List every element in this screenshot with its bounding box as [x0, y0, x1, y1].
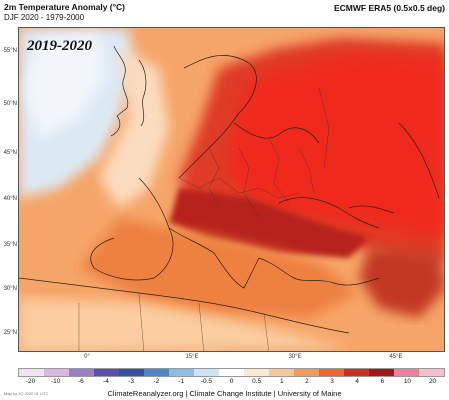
lon-label-15e: 15°E — [185, 354, 199, 360]
small-print: Map by JQ 2020 01 UTC — [4, 391, 49, 396]
legend-swatch — [294, 369, 319, 376]
map-subtitle: DJF 2020 - 1979-2000 — [4, 13, 85, 22]
legend-tick-label: -10 — [50, 378, 61, 385]
lon-label-45e: 45°E — [389, 354, 403, 360]
legend-tick-label: 20 — [428, 378, 437, 385]
lat-label-30: 30°N — [3, 286, 17, 292]
legend-tick-label: 6 — [380, 378, 385, 385]
lat-label-50: 50°N — [3, 101, 17, 107]
lat-label-40: 40°N — [3, 196, 17, 202]
season-label: 2019-2020 — [27, 38, 92, 54]
legend-swatch — [219, 369, 244, 376]
legend-tick-label: -3 — [128, 378, 134, 385]
legend-swatch — [19, 369, 44, 376]
lon-label-30e: 30°E — [288, 354, 302, 360]
lat-label-35: 35°N — [3, 242, 17, 248]
lat-label-25: 25°N — [3, 330, 17, 336]
middle-east-anomaly — [359, 248, 444, 318]
lon-label-0: 0° — [84, 354, 90, 360]
lat-label-55: 55°N — [3, 48, 17, 54]
map-graphic — [19, 28, 444, 351]
legend-swatch — [94, 369, 119, 376]
legend-tick-label: -0.5 — [200, 378, 213, 385]
map-title: 2m Temperature Anomaly (°C) — [4, 2, 126, 12]
dark-warm-band — [169, 188, 369, 258]
legend-tick-label: 3 — [330, 378, 334, 385]
legend-swatch — [319, 369, 344, 376]
legend-swatch — [419, 369, 444, 376]
country-borders — [78, 87, 330, 351]
legend-swatch — [344, 369, 369, 376]
coastlines — [19, 45, 440, 334]
atlantic-light-anomaly — [99, 48, 169, 208]
legend-tick-label: -20 — [25, 378, 36, 385]
legend-tick-label: 1 — [280, 378, 284, 385]
data-source: ECMWF ERA5 (0.5x0.5 deg) — [334, 3, 445, 13]
legend-swatch — [144, 369, 169, 376]
legend-swatch — [269, 369, 294, 376]
anomaly-map: 2019-2020 — [18, 27, 445, 352]
legend-tick-label: -2 — [153, 378, 160, 385]
legend-tick-label: 0.5 — [252, 378, 262, 385]
legend-swatch — [369, 369, 394, 376]
footer-credit: ClimateReanalyzer.org | Climate Change I… — [107, 389, 342, 398]
legend-swatch — [44, 369, 69, 376]
mediterranean-anomaly — [79, 218, 359, 318]
legend-swatch — [194, 369, 219, 376]
legend-tick-label: 4 — [355, 378, 359, 385]
legend-swatch — [394, 369, 419, 376]
north-africa-anomaly — [19, 298, 349, 351]
legend-swatch — [244, 369, 269, 376]
color-scale-labels: -20 -10 -6 -4 -3 -2 -1 -0.5 0 0.5 1 2 3 4 6 10 20 — [18, 378, 445, 388]
legend-tick-label: 2 — [305, 378, 309, 385]
atlantic-neutral-anomaly — [24, 33, 104, 138]
legend-tick-label: -4 — [103, 378, 109, 385]
legend-swatch — [169, 369, 194, 376]
lat-label-45: 45°N — [3, 150, 17, 156]
legend-tick-label: -6 — [77, 378, 84, 385]
legend-tick-label: 0 — [229, 378, 234, 385]
color-scale-bar — [18, 368, 445, 377]
strong-warm-core — [229, 53, 444, 238]
legend-tick-label: -1 — [178, 378, 185, 385]
legend-swatch — [69, 369, 94, 376]
legend-swatch — [119, 369, 144, 376]
legend-tick-label: 10 — [403, 378, 412, 385]
